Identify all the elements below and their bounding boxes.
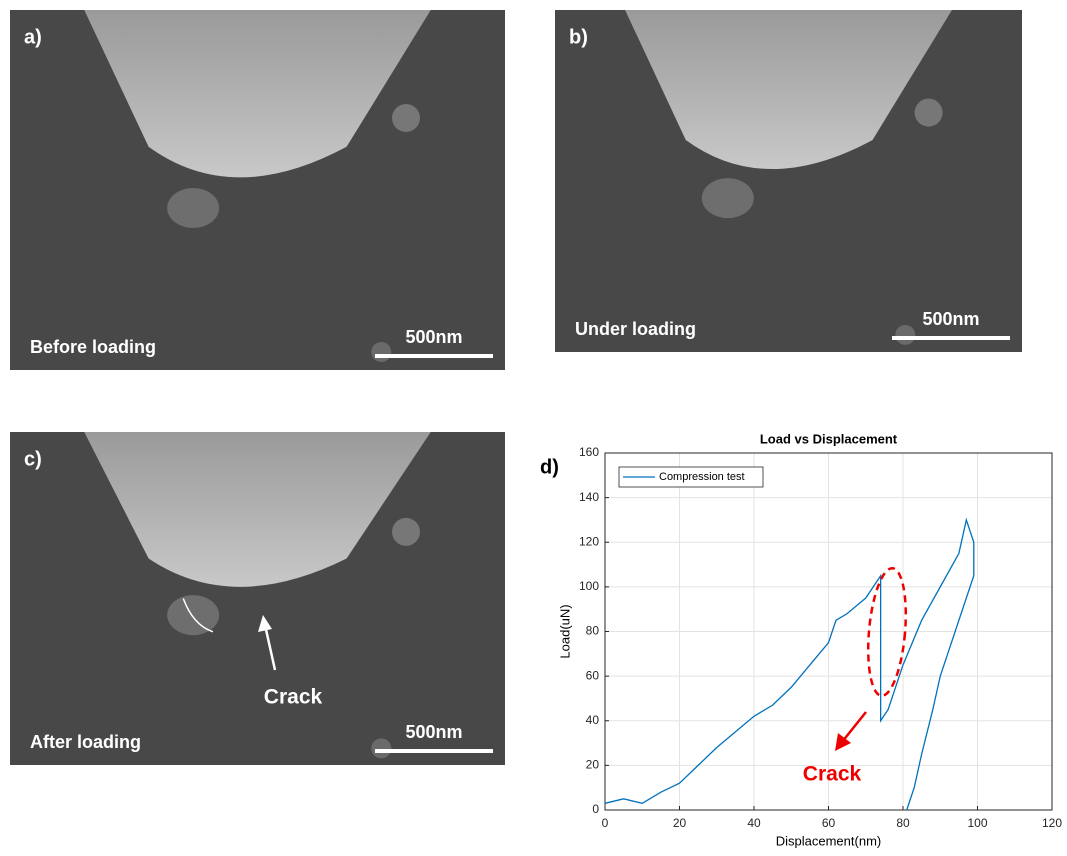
debris xyxy=(371,342,391,362)
y-tick-label: 20 xyxy=(586,758,600,772)
y-tick-label: 0 xyxy=(592,802,599,816)
crack-label: Crack xyxy=(803,763,862,786)
panel-caption: Before loading xyxy=(30,337,156,357)
particle xyxy=(702,178,754,218)
y-axis-label: Load(uN) xyxy=(557,604,572,658)
panel-caption: Under loading xyxy=(575,319,696,339)
scale-label: 500nm xyxy=(922,309,979,329)
debris xyxy=(392,104,420,132)
y-tick-label: 140 xyxy=(579,490,599,504)
x-tick-label: 120 xyxy=(1042,816,1062,830)
x-tick-label: 40 xyxy=(747,816,761,830)
particle xyxy=(167,188,219,228)
panel-label: b) xyxy=(569,26,588,48)
y-tick-label: 60 xyxy=(586,668,600,682)
panel-label: c) xyxy=(24,448,42,470)
panel-label: d) xyxy=(540,456,559,478)
debris xyxy=(895,325,915,345)
x-tick-label: 0 xyxy=(602,816,609,830)
debris xyxy=(371,738,391,758)
debris xyxy=(392,518,420,546)
x-axis-label: Displacement(nm) xyxy=(776,833,881,848)
x-tick-label: 20 xyxy=(673,816,687,830)
chart-title: Load vs Displacement xyxy=(760,431,898,446)
panel-label: a) xyxy=(24,26,42,48)
x-tick-label: 80 xyxy=(896,816,910,830)
x-tick-label: 100 xyxy=(967,816,987,830)
x-tick-label: 60 xyxy=(822,816,836,830)
y-tick-label: 100 xyxy=(579,579,599,593)
scale-label: 500nm xyxy=(405,327,462,347)
figure: a) Before loading 500nm b) Under loading 500n… xyxy=(0,0,1067,851)
y-tick-label: 120 xyxy=(579,534,599,548)
legend-label: Compression test xyxy=(659,471,745,483)
scale-label: 500nm xyxy=(405,722,462,742)
debris xyxy=(915,99,943,127)
y-tick-label: 160 xyxy=(579,445,599,459)
y-tick-label: 40 xyxy=(586,713,600,727)
particle xyxy=(167,595,219,635)
crack-label: Crack xyxy=(264,686,323,709)
panel-caption: After loading xyxy=(30,732,141,752)
y-tick-label: 80 xyxy=(586,624,600,638)
